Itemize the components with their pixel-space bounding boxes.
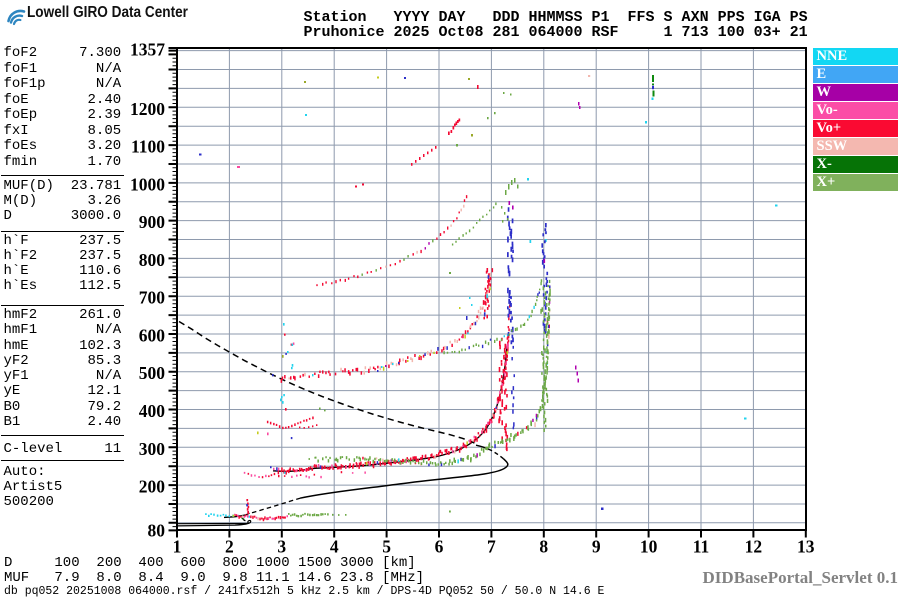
svg-text:1357: 1357 [130, 40, 165, 60]
svg-text:800: 800 [139, 250, 166, 270]
svg-text:600: 600 [139, 326, 166, 346]
svg-text:1200: 1200 [130, 99, 165, 119]
svg-text:5: 5 [382, 537, 391, 557]
svg-text:80: 80 [148, 520, 166, 540]
svg-text:300: 300 [139, 439, 166, 459]
svg-text:1000: 1000 [130, 174, 165, 194]
svg-text:2: 2 [225, 537, 234, 557]
svg-text:1: 1 [173, 537, 182, 557]
svg-text:13: 13 [797, 537, 815, 557]
svg-text:6: 6 [435, 537, 444, 557]
svg-text:12: 12 [745, 537, 763, 557]
svg-text:1100: 1100 [131, 137, 165, 157]
svg-text:3: 3 [277, 537, 286, 557]
svg-text:200: 200 [139, 477, 166, 497]
svg-text:400: 400 [139, 401, 166, 421]
svg-text:900: 900 [139, 212, 166, 232]
svg-text:10: 10 [640, 537, 658, 557]
svg-text:8: 8 [539, 537, 548, 557]
svg-text:7: 7 [487, 537, 496, 557]
svg-text:4: 4 [330, 537, 339, 557]
svg-text:11: 11 [693, 537, 710, 557]
svg-text:700: 700 [139, 288, 166, 308]
svg-text:9: 9 [592, 537, 601, 557]
svg-text:500: 500 [139, 363, 166, 383]
